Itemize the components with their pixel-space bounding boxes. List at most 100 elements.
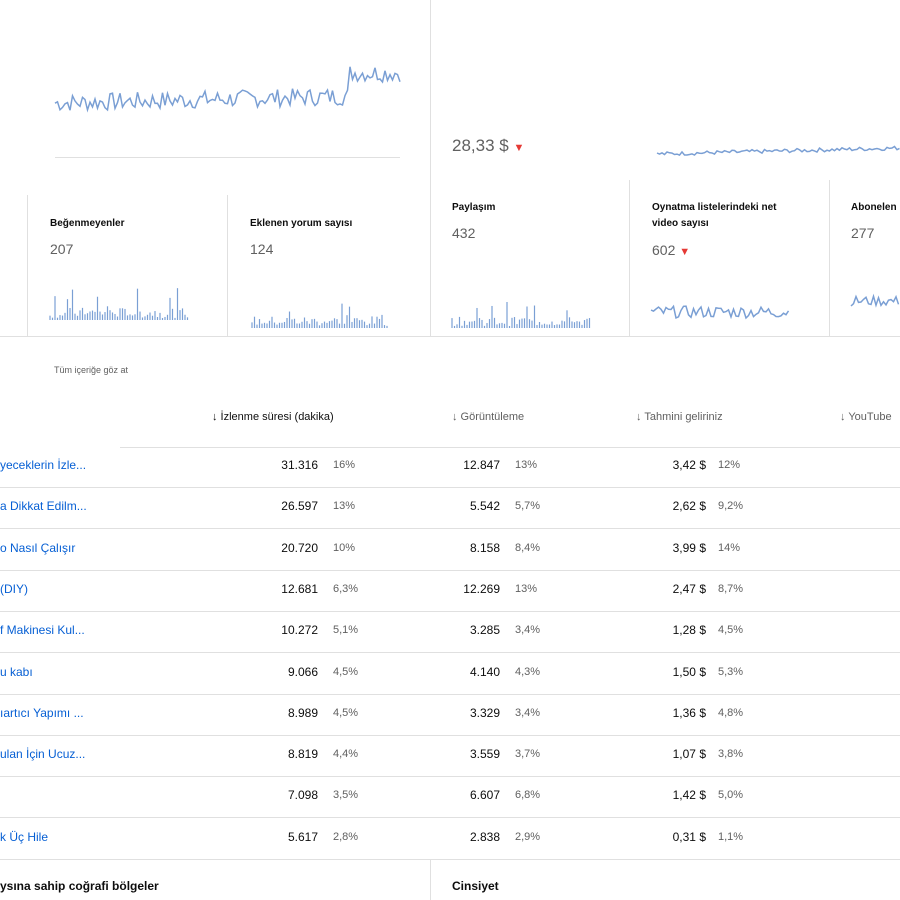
cell-value: 8.989 [287,705,318,720]
cell-percent: 4,5% [333,706,359,719]
cell-value: 3.285 [469,623,500,638]
cell-value: 1,36 $ [672,705,706,720]
video-title[interactable]: f Makinesi Kul... [0,623,85,638]
row-divider [0,528,900,530]
cell-percent: 13% [515,459,538,471]
cell-value: 12.269 [463,581,500,596]
card-value: 277 [851,225,875,241]
cell-percent: 5,1% [333,624,359,637]
cell-percent: 13% [515,582,538,595]
cell-percent: 3,8% [718,748,744,761]
cell-value: 7.098 [287,788,318,803]
divider [829,180,830,336]
cell-percent: 14% [718,541,741,554]
cell-percent: 3,7% [515,748,541,761]
divider [629,180,630,336]
cell-value: 31.316 [281,458,318,472]
card-title: Abonelen [851,202,897,213]
cell-percent: 5,3% [718,665,744,678]
card-value: 602 [652,242,676,258]
video-title[interactable]: o Nasıl Çalışır [0,540,76,555]
cell-value: 26.597 [281,499,318,514]
card-value: 432 [452,225,476,241]
column-header[interactable]: ↓ Tahmini geliriniz [636,411,723,423]
cell-value: 8.158 [469,540,500,555]
sparkline [650,304,790,320]
cell-percent: 9,2% [718,500,744,513]
cell-value: 3.559 [469,747,500,762]
column-header[interactable]: ↓ İzlenme süresi (dakika) [212,411,334,423]
cell-percent: 3,4% [515,624,541,637]
cell-value: 3,99 $ [672,540,706,555]
cell-value: 0,31 $ [672,829,706,844]
cell-value: 2,47 $ [672,581,706,596]
row-divider [0,817,900,819]
cell-percent: 3,5% [333,789,359,802]
link[interactable]: Tüm içeriğe göz at [54,365,129,375]
cell-percent: 3,4% [515,706,541,719]
row-divider [0,776,900,778]
cell-percent: 4,5% [333,665,359,678]
cell-percent: 8,4% [515,541,541,554]
cell-value: 1,42 $ [672,788,706,803]
divider [430,180,431,336]
cell-percent: 4,4% [333,748,359,761]
row-divider [0,610,900,612]
sparkline [54,66,401,113]
cell-percent: 5,0% [718,789,744,802]
video-title[interactable]: k Üç Hile [0,829,49,844]
card-value: 207 [50,241,74,257]
cell-percent: 2,9% [515,830,541,843]
section-title: Cinsiyet [452,879,499,893]
video-title[interactable]: ulan İçin Ucuz... [0,747,86,762]
column-header[interactable]: ↓ YouTube [840,411,892,423]
trend: ▼ [513,142,525,154]
cell-percent: 10% [333,541,356,554]
cell-percent: 6,3% [333,582,359,595]
trend: ▼ [679,246,691,258]
cell-value: 10.272 [281,623,318,638]
card-title: Eklenen yorum sayısı [250,218,353,229]
divider [55,157,400,158]
cell-value: 1,07 $ [672,747,706,762]
cell-value: 3,42 $ [672,458,706,472]
cell-percent: 13% [333,500,356,513]
sparklines [49,66,900,328]
divider [227,195,228,336]
row-divider [0,487,900,488]
card-title: Oynatma listelerindeki net video sayısı [652,202,777,229]
video-title[interactable]: (DIY) [0,581,28,596]
cell-value: 1,28 $ [672,623,706,638]
video-title[interactable]: yeceklerin İzle... [0,458,87,472]
cell-value: 8.819 [287,747,318,762]
row-divider [0,734,900,736]
value: 28,33 $ [452,136,509,155]
cell-percent: 4,5% [718,624,744,637]
video-title[interactable]: a Dikkat Edilm... [0,499,87,514]
divider [0,336,900,337]
cell-value: 12.847 [463,458,500,472]
cell-value: 1,50 $ [672,664,706,679]
divider [120,447,900,448]
cell-value: 2.838 [469,829,500,844]
card-title: Paylaşım [452,202,496,213]
cell-value: 5.617 [287,829,318,844]
sparkline [850,293,900,308]
row-divider [0,569,900,571]
row-divider [0,858,900,860]
section-title: ysına sahip coğrafi bölgeler [0,879,159,893]
cell-value: 3.329 [469,705,500,720]
cell-value: 6.607 [469,788,500,803]
revenue-value: 28,33 $ ▼ [452,136,524,156]
cell-percent: 4,3% [515,665,541,678]
video-title[interactable]: u kabı [0,664,33,679]
divider [430,860,431,900]
row-divider [0,652,900,654]
column-header[interactable]: ↓ Görüntüleme [452,411,525,423]
video-title[interactable]: ıartıcı Yapımı ... [0,705,84,720]
cell-value: 4.140 [469,664,500,679]
divider [430,0,431,180]
cell-value: 2,62 $ [672,499,706,514]
cell-percent: 8,7% [718,582,744,595]
